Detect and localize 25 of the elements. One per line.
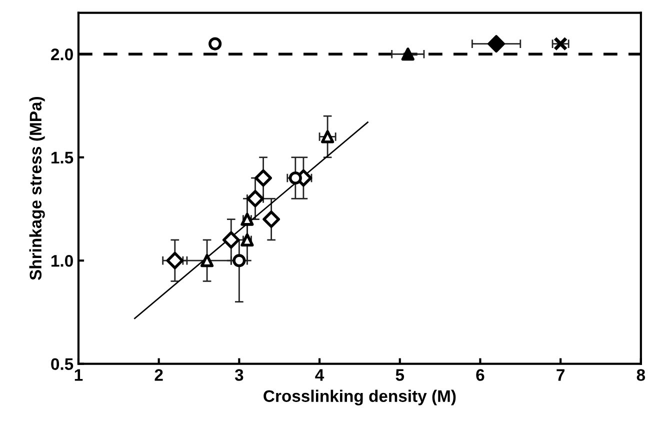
point	[488, 35, 505, 52]
x-tick-label: 8	[636, 369, 646, 381]
x-tick-label: 7	[556, 369, 564, 381]
x-axis-title: Crosslinking density (M)	[264, 390, 456, 406]
point	[262, 210, 280, 228]
point	[166, 252, 184, 270]
y-tick-label: 2.0	[51, 48, 73, 60]
y-axis-title: Shrinkage stress (MPa)	[29, 96, 45, 280]
x-tick-label: 5	[396, 369, 404, 381]
x-tick-label: 2	[154, 369, 163, 381]
point	[246, 190, 264, 208]
point	[401, 48, 414, 61]
point	[288, 171, 302, 185]
x-tick-label: 6	[476, 369, 484, 381]
y-tick-label: 0.5	[51, 358, 74, 370]
point	[222, 231, 240, 249]
x-tick-label: 1	[74, 369, 83, 381]
x-tick-label: 3	[234, 369, 244, 381]
y-tick-label: 1.5	[52, 152, 74, 164]
x-tick-label: 4	[315, 369, 324, 381]
point	[254, 169, 272, 187]
y-tick-label: 1.0	[52, 254, 73, 267]
point	[200, 254, 214, 268]
point	[321, 130, 334, 144]
point	[208, 37, 222, 50]
